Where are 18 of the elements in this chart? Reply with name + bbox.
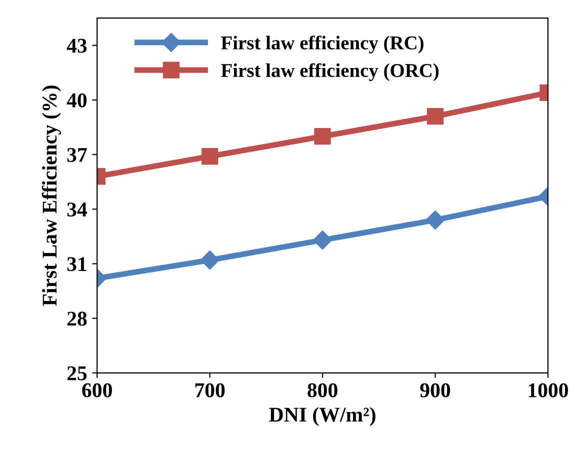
y-tick-label: 34 [67, 202, 87, 217]
y-tick-label: 40 [66, 93, 87, 108]
x-axis-title: DNI (W/m²) [269, 407, 376, 426]
x-tick-label: 800 [308, 383, 338, 398]
legend-label: First law efficiency (RC) [221, 36, 424, 54]
y-tick-label: 25 [67, 366, 87, 380]
x-tick-label: 900 [420, 383, 450, 398]
legend-label: First law efficiency (ORC) [221, 63, 439, 82]
y-tick-label: 43 [66, 38, 87, 53]
y-tick-label: 31 [67, 257, 86, 272]
x-tick-label: 1000 [528, 383, 568, 398]
x-tick-label: 700 [195, 383, 225, 398]
y-tick-label: 28 [67, 312, 87, 326]
point [312, 230, 332, 250]
y-axis-title: First Law Efficiency (%) [42, 86, 61, 306]
point [314, 128, 331, 145]
x-tick-label: 600 [82, 383, 112, 398]
y-tick-label: 37 [67, 148, 87, 162]
